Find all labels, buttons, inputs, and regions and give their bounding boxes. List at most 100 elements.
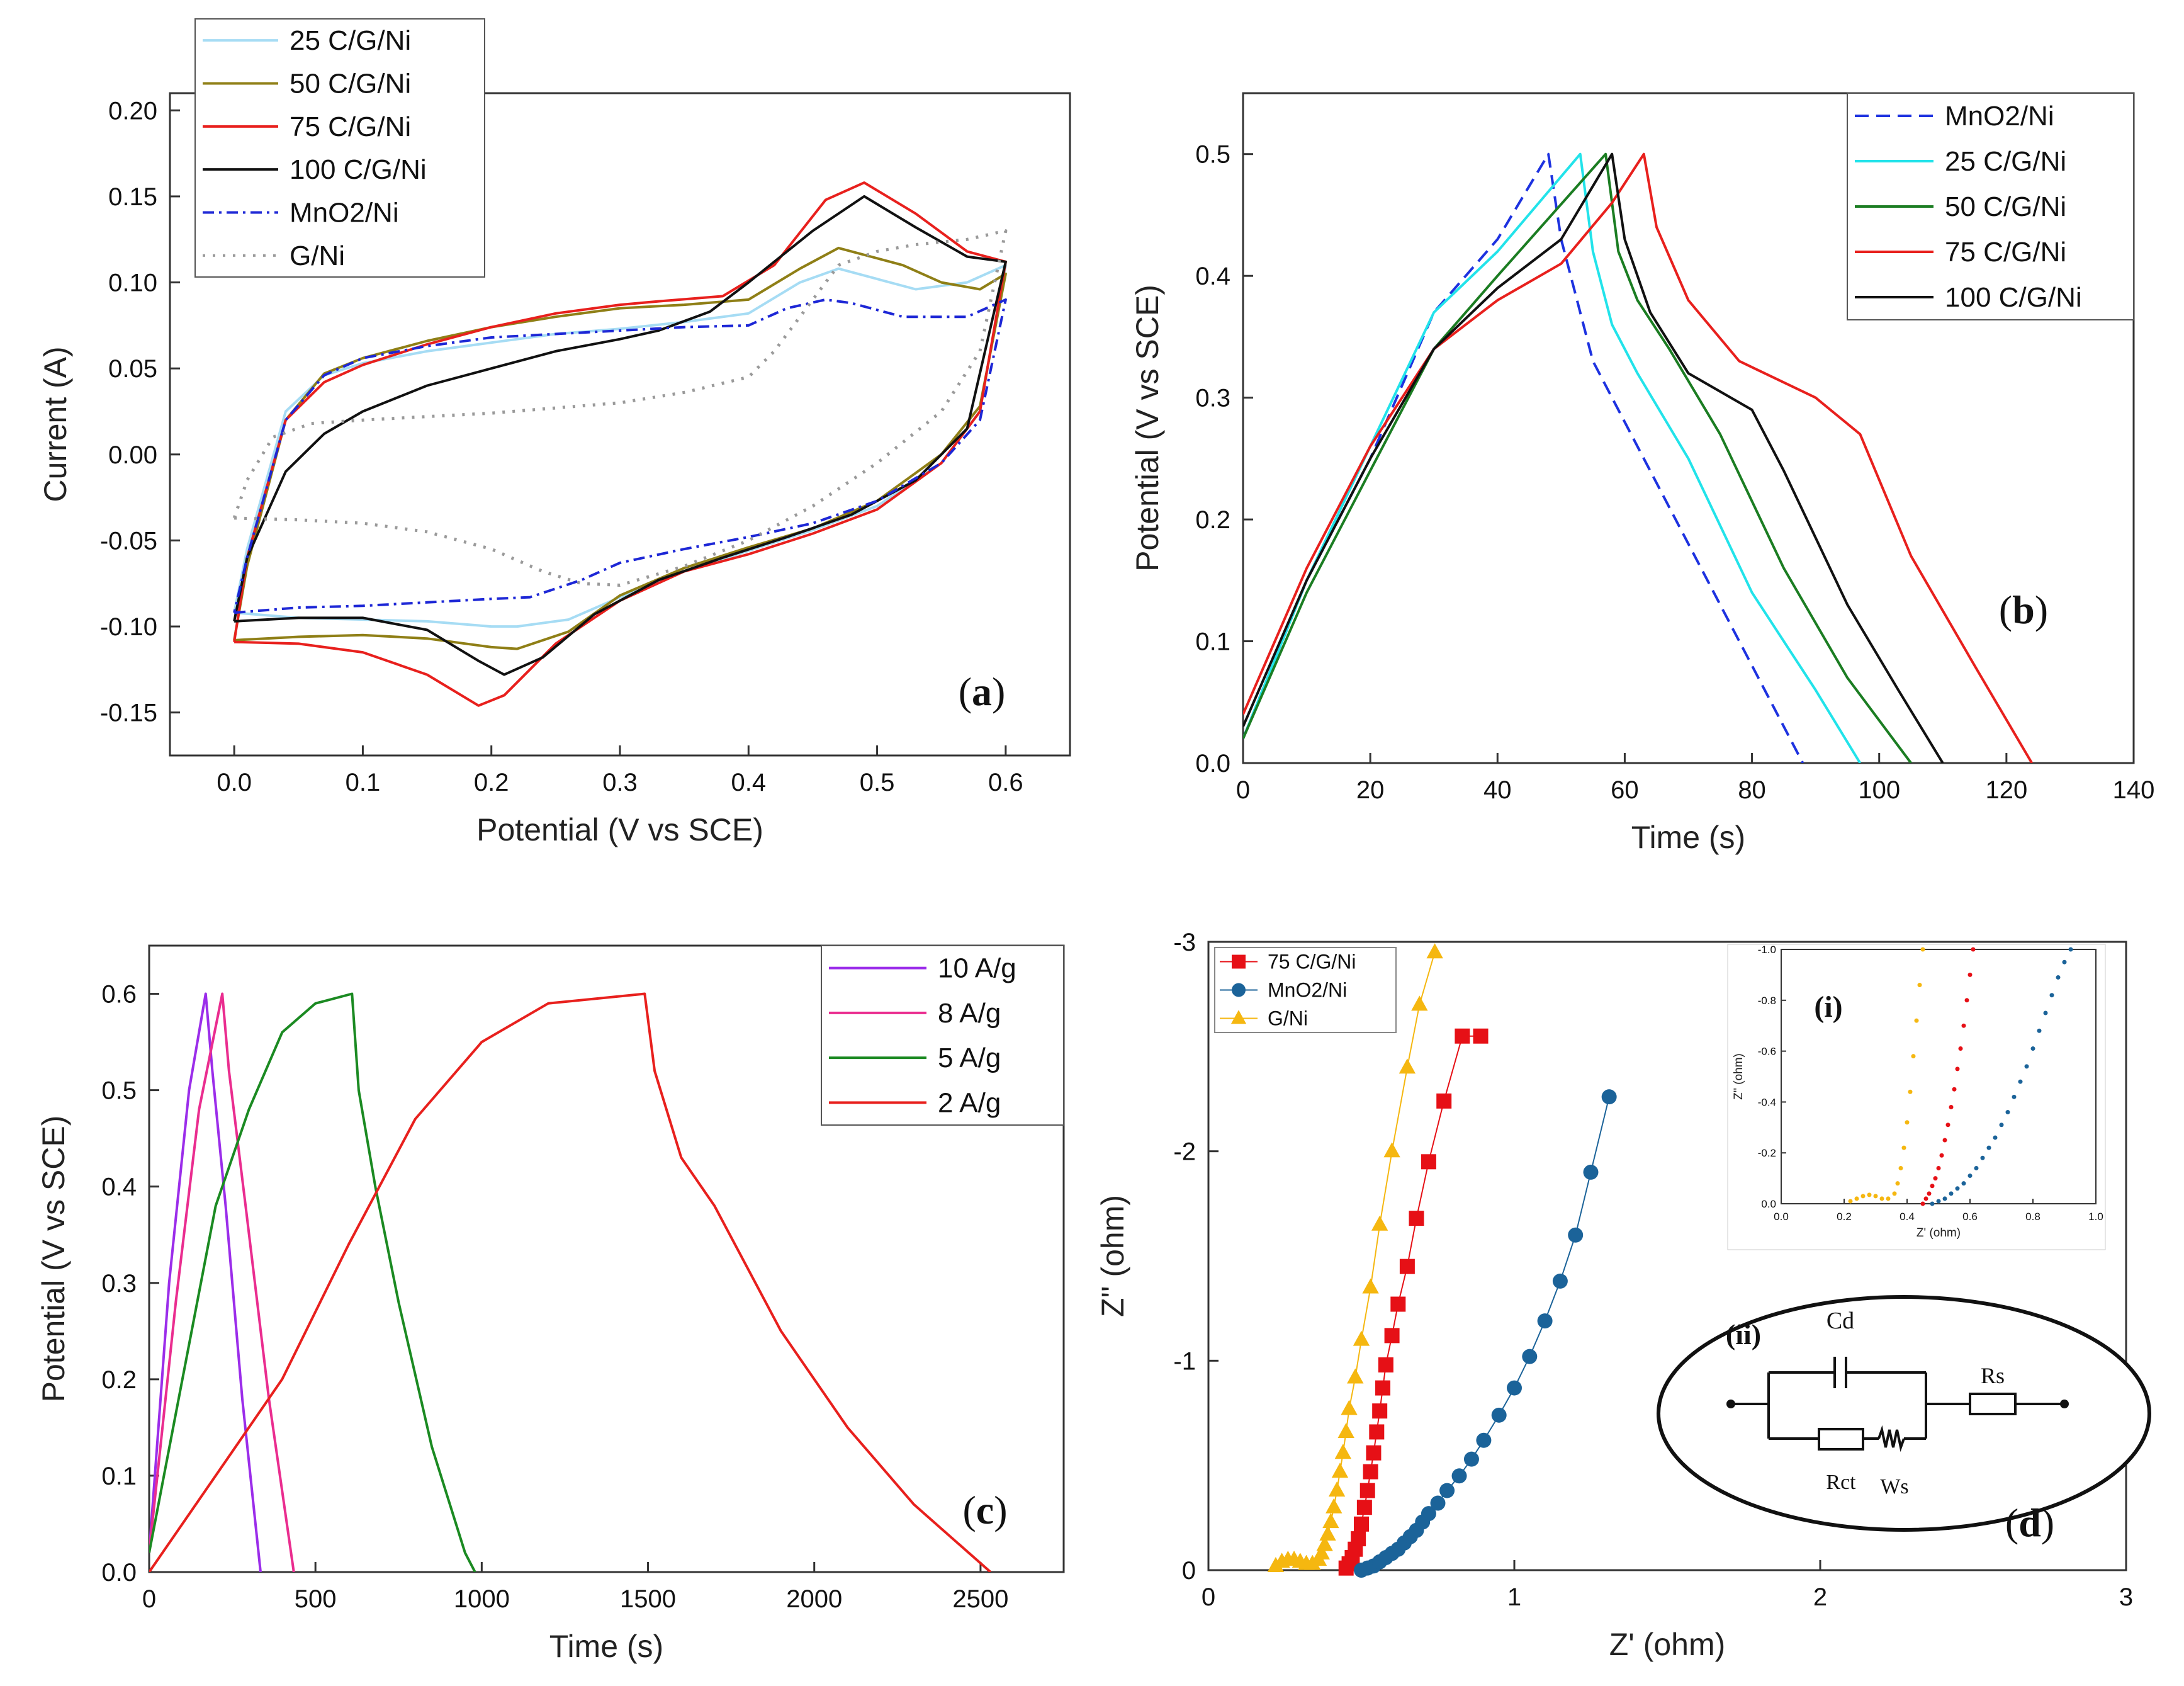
- series-line-2-a-g: [149, 992, 992, 1572]
- panel-letter: b: [2012, 587, 2035, 632]
- x-tick-label: 0.5: [860, 769, 895, 796]
- data-point: [1366, 1445, 1382, 1461]
- circuit-label: (ii): [1726, 1318, 1761, 1350]
- inset-label: (i): [1814, 990, 1842, 1024]
- plot-frame: [1242, 92, 2135, 764]
- y-tick-label: -0.15: [100, 699, 157, 727]
- data-point: [1426, 943, 1443, 959]
- inset-y-axis-title: Z'' (ohm): [1732, 1053, 1745, 1100]
- x-tick-label: 100: [1858, 776, 1900, 804]
- y-tick-label: 0.1: [101, 1463, 137, 1490]
- y-tick-label: 0.4: [1195, 263, 1230, 290]
- data-point: [1383, 1142, 1400, 1158]
- x-tick-label: 1: [1507, 1583, 1521, 1611]
- inset-data-point: [1949, 1191, 1954, 1196]
- data-point: [1421, 1506, 1436, 1522]
- inset-data-point: [2068, 947, 2073, 952]
- inset-data-point: [1920, 947, 1925, 952]
- equivalent-circuit: (ii) Cd Rs Rct Ws: [1657, 1295, 2151, 1532]
- legend-label: 75 C/G/Ni: [1945, 237, 2066, 268]
- data-point: [1353, 1330, 1370, 1346]
- inset-x-tick-label: 0.2: [1837, 1211, 1852, 1223]
- inset-data-point: [1848, 1199, 1853, 1204]
- legend: 75 C/G/Ni MnO2/Ni G/Ni: [1214, 947, 1397, 1033]
- data-point: [1491, 1407, 1507, 1423]
- inset-data-point: [1905, 1120, 1910, 1125]
- inset-data-point: [1961, 1023, 1966, 1028]
- data-point: [1369, 1424, 1385, 1440]
- data-point: [1476, 1432, 1492, 1448]
- paren: (: [959, 669, 972, 714]
- inset-data-point: [1993, 1135, 1998, 1140]
- panel-label: (a): [959, 669, 1006, 714]
- data-point: [1347, 1368, 1364, 1384]
- inset-data-point: [1933, 1176, 1938, 1181]
- x-tick-label: 2000: [786, 1585, 842, 1613]
- inset-x-tick-label: 0.8: [2025, 1211, 2040, 1223]
- x-tick-label: 2500: [952, 1585, 1008, 1613]
- data-point: [1375, 1380, 1391, 1396]
- series-line-75-c-g-ni: [233, 181, 1007, 707]
- panel-a-cv-chart: 0.0 0.1 0.2 0.3 0.4 0.5 0.6 -0.15 -0.10 -0.05 0.00…: [38, 18, 1071, 847]
- inset-data-point: [1971, 947, 1976, 952]
- data-point: [1384, 1328, 1400, 1344]
- inset-data-point: [1955, 1186, 1960, 1191]
- x-tick-label: 1500: [620, 1585, 676, 1613]
- data-point: [1439, 1483, 1455, 1498]
- legend: MnO2/Ni 25 C/G/Ni 50 C/G/Ni 75 C/G/Ni 100 C/…: [1847, 93, 2134, 320]
- x-tick-label: 20: [1356, 776, 1385, 804]
- x-axis-title: Potential (V vs SCE): [476, 812, 763, 847]
- inset-data-point: [1964, 998, 1969, 1003]
- data-point: [1399, 1259, 1415, 1274]
- y-tick-label: -3: [1173, 929, 1196, 956]
- y-axis-title: Potential (V vs SCE): [36, 1116, 71, 1403]
- data-point: [1390, 1296, 1406, 1312]
- data-point: [1313, 1544, 1331, 1559]
- ws-label: Ws: [1880, 1475, 1908, 1498]
- inset-background: [1727, 944, 2106, 1250]
- inset-y-tick-label: -1.0: [1758, 944, 1776, 956]
- inset-data-point: [1958, 1046, 1963, 1051]
- inset-data-point: [1999, 1123, 2004, 1128]
- inset-data-point: [1936, 1199, 1941, 1204]
- inset-x-tick-label: 0.0: [1774, 1211, 1789, 1223]
- inset-data-point: [2043, 1010, 2048, 1016]
- legend-label: 5 A/g: [938, 1043, 1001, 1073]
- inset-data-point: [1898, 1165, 1903, 1170]
- legend-label: 25 C/G/Ni: [1945, 146, 2066, 177]
- inset-y-tick-label: -0.8: [1758, 995, 1776, 1007]
- inset-data-point: [1980, 1155, 1985, 1160]
- inset-data-point: [1914, 1018, 1919, 1023]
- panel-label: (b): [1999, 587, 2048, 632]
- inset-data-point: [2005, 1110, 2010, 1115]
- inset-data-point: [1961, 1181, 1966, 1186]
- data-point: [1316, 1536, 1333, 1551]
- data-point: [1326, 1498, 1342, 1513]
- data-point: [1421, 1154, 1436, 1170]
- inset-data-point: [1854, 1196, 1859, 1201]
- data-point: [1507, 1380, 1522, 1396]
- inset-frame: [1781, 949, 2097, 1204]
- data-point: [1552, 1273, 1568, 1289]
- circuit-ellipse: [1657, 1295, 2151, 1532]
- inset-chart: 0.0 0.2 0.4 0.6 0.8 1.0 0.0 -0.2 -0.4 -0.6 -0.8 -1.…: [1727, 944, 2106, 1250]
- x-tick-label: 0.1: [346, 769, 381, 796]
- data-point: [1399, 1058, 1416, 1074]
- legend-label: 100 C/G/Ni: [1945, 282, 2082, 313]
- legend-marker: [1230, 1010, 1247, 1024]
- x-tick-label: 0: [142, 1585, 156, 1613]
- legend-marker: [1232, 954, 1246, 969]
- data-point: [1372, 1403, 1388, 1419]
- terminal-right: [2060, 1400, 2069, 1408]
- x-tick-label: 0: [1236, 776, 1250, 804]
- x-tick-label: 120: [1985, 776, 2027, 804]
- inset-x-axis-title: Z' (ohm): [1917, 1226, 1961, 1240]
- legend-label: G/Ni: [1268, 1007, 1308, 1030]
- data-point: [1354, 1516, 1369, 1532]
- paren: (: [2005, 1500, 2018, 1545]
- paren: (: [1999, 587, 2012, 632]
- panel-d-nyquist-chart: 0 1 2 3 0 -1 -2 -3 Z' (ohm) Z'' (ohm) 75 C/G/Ni MnO…: [1095, 929, 2151, 1662]
- inset-data-point: [1942, 1196, 1947, 1201]
- inset-data-point: [1908, 1089, 1913, 1094]
